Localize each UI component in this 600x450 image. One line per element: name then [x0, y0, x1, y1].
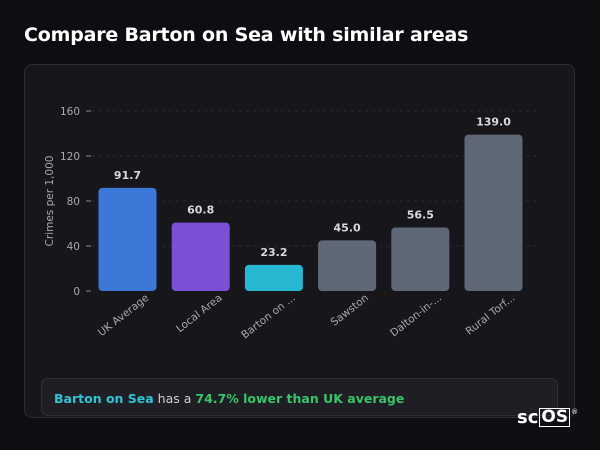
callout-area-name: Barton on Sea	[54, 391, 154, 406]
y-tick-label: 0	[73, 286, 80, 298]
data-label: 56.5	[407, 208, 434, 221]
callout-connector-text: has a	[153, 391, 196, 406]
callout-difference: 74.7% lower than UK average	[195, 391, 405, 406]
comparison-callout: Barton on Sea has a 74.7% lower than UK …	[41, 378, 558, 416]
y-tick-label: 120	[60, 151, 80, 163]
bar	[464, 134, 523, 291]
data-label: 139.0	[476, 116, 511, 129]
y-axis-title: Crimes per 1,000	[44, 156, 56, 247]
bar	[171, 222, 230, 291]
bar	[98, 187, 157, 291]
y-tick-label: 80	[67, 196, 80, 208]
data-label: 45.0	[334, 221, 361, 234]
y-tick-label: 160	[60, 106, 80, 118]
x-tick-label: Dalton-in-...	[388, 292, 444, 340]
x-tick-label: Local Area	[174, 292, 225, 335]
bar	[244, 264, 303, 291]
x-tick-label: Barton on ...	[239, 292, 298, 341]
y-tick-label: 40	[67, 241, 80, 253]
x-tick-label: Rural Torf...	[464, 292, 518, 338]
data-label: 91.7	[114, 169, 141, 182]
page-title: Compare Barton on Sea with similar areas	[24, 24, 469, 46]
scos-logo: sc OS ®	[517, 407, 579, 428]
bar	[318, 240, 377, 291]
x-tick-label: Sawston	[329, 292, 371, 329]
data-label: 60.8	[187, 204, 214, 217]
bar	[391, 227, 450, 291]
data-label: 23.2	[260, 246, 287, 259]
x-tick-label: UK Average	[96, 292, 151, 339]
